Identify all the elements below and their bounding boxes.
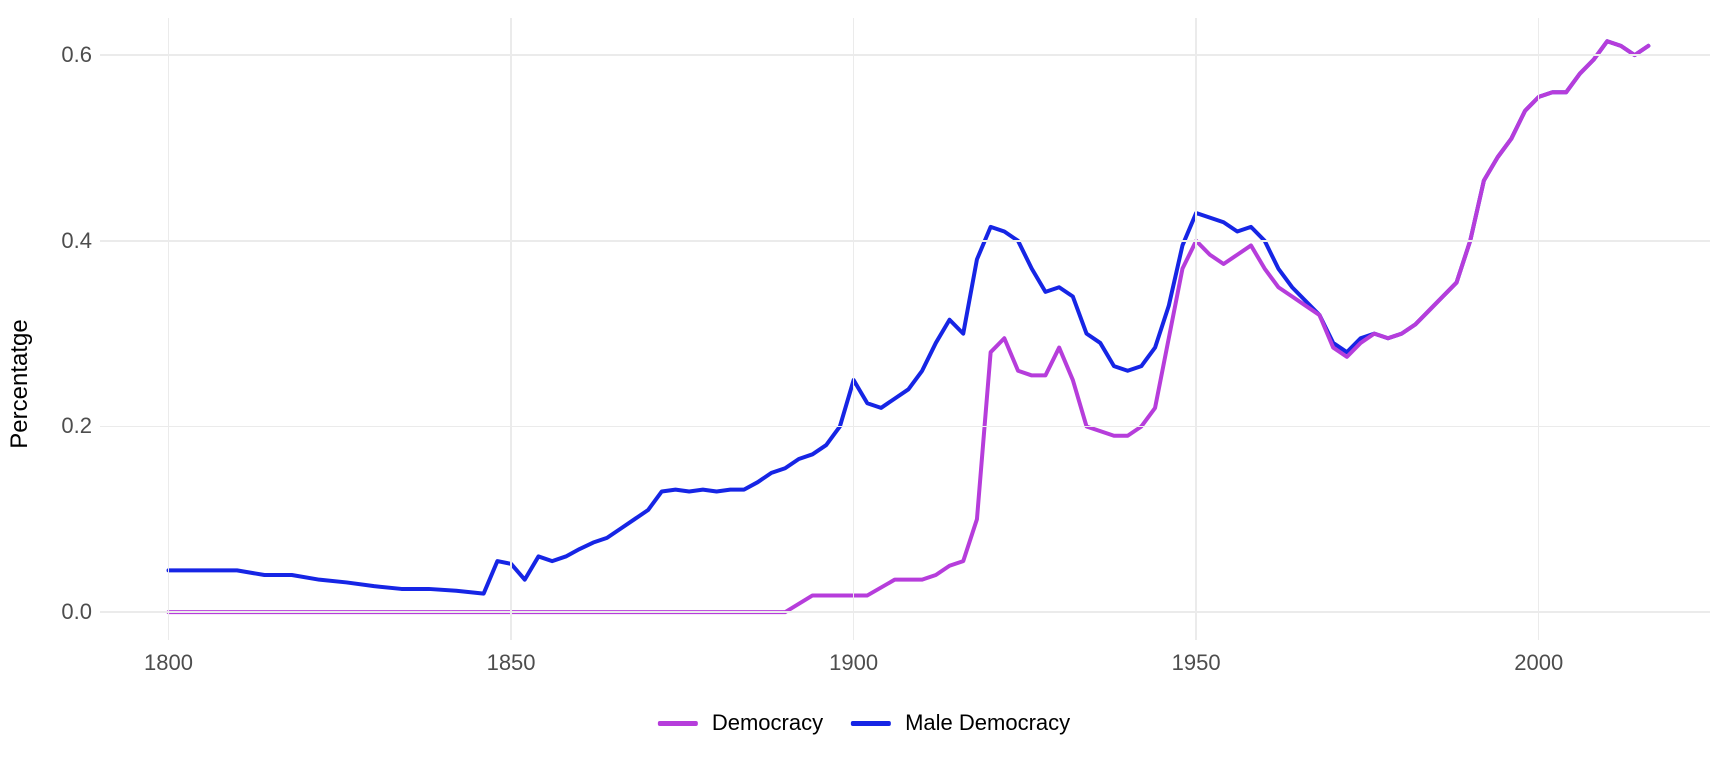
gridline-v (1538, 18, 1540, 640)
legend-swatch (658, 721, 698, 726)
legend-item: Male Democracy (851, 710, 1070, 736)
x-tick-label: 1850 (487, 650, 536, 676)
x-tick-label: 1950 (1172, 650, 1221, 676)
gridline-h (100, 426, 1710, 428)
gridline-v (1195, 18, 1197, 640)
y-tick-label: 0.0 (61, 599, 92, 625)
lines-svg (100, 18, 1710, 640)
y-tick-label: 0.6 (61, 42, 92, 68)
gridline-v (853, 18, 855, 640)
y-tick-label: 0.4 (61, 228, 92, 254)
y-tick-label: 0.2 (61, 413, 92, 439)
series-line (169, 41, 1649, 612)
legend-swatch (851, 721, 891, 726)
legend-label: Male Democracy (905, 710, 1070, 736)
x-tick-label: 1900 (829, 650, 878, 676)
y-axis-title: Percentatge (6, 319, 34, 448)
gridline-v (168, 18, 170, 640)
gridline-v (510, 18, 512, 640)
legend-item: Democracy (658, 710, 823, 736)
gridline-h (100, 240, 1710, 242)
x-tick-label: 1800 (144, 650, 193, 676)
gridline-h (100, 54, 1710, 56)
gridline-h (100, 611, 1710, 613)
chart-container: Percentatge 0.0 0.2 0.4 0.6 1800 1850 1900 195… (0, 0, 1728, 768)
series-line (169, 41, 1649, 593)
x-tick-label: 2000 (1514, 650, 1563, 676)
legend-label: Democracy (712, 710, 823, 736)
legend: Democracy Male Democracy (658, 710, 1070, 736)
plot-area (100, 18, 1710, 640)
